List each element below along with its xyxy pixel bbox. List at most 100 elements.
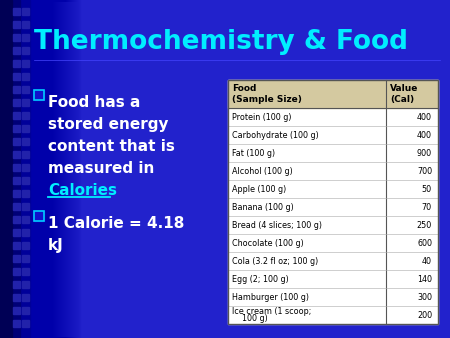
Bar xyxy=(0,0,4,338)
Bar xyxy=(0,0,32,338)
Bar xyxy=(0,0,20,338)
Bar xyxy=(22,229,29,236)
Text: 400: 400 xyxy=(417,113,432,121)
Bar xyxy=(0,0,72,338)
Text: 40: 40 xyxy=(422,257,432,266)
Bar xyxy=(0,0,24,338)
Bar xyxy=(22,320,29,327)
Bar xyxy=(0,0,62,338)
Bar xyxy=(22,8,29,15)
Bar xyxy=(0,0,47,338)
Bar xyxy=(13,99,20,106)
Text: 400: 400 xyxy=(417,130,432,140)
Text: Ice cream (1 scoop;: Ice cream (1 scoop; xyxy=(232,307,311,316)
Bar xyxy=(0,0,42,338)
Bar xyxy=(22,268,29,275)
Bar xyxy=(0,0,45,338)
Bar xyxy=(0,0,8,338)
Bar xyxy=(0,0,61,338)
Bar xyxy=(0,0,10,338)
Bar xyxy=(22,307,29,314)
Bar xyxy=(22,242,29,249)
Bar xyxy=(0,0,18,338)
Bar xyxy=(0,0,40,338)
Bar xyxy=(34,90,44,100)
Bar xyxy=(0,0,71,338)
Bar xyxy=(22,21,29,28)
Bar xyxy=(13,34,20,41)
Bar xyxy=(13,86,20,93)
Bar xyxy=(13,203,20,210)
Bar xyxy=(22,60,29,67)
Text: 300: 300 xyxy=(417,292,432,301)
Bar xyxy=(22,73,29,80)
Text: Banana (100 g): Banana (100 g) xyxy=(232,202,294,212)
Bar xyxy=(0,0,29,338)
Bar xyxy=(0,0,38,338)
Bar xyxy=(0,0,68,338)
Bar xyxy=(22,255,29,262)
Bar xyxy=(13,320,20,327)
Bar xyxy=(0,0,46,338)
Text: measured in: measured in xyxy=(48,161,154,176)
Bar xyxy=(22,151,29,158)
Bar xyxy=(22,294,29,301)
Bar xyxy=(22,190,29,197)
Bar xyxy=(0,0,69,338)
Bar xyxy=(0,0,3,338)
Bar xyxy=(0,0,52,338)
Bar xyxy=(0,0,14,338)
Bar xyxy=(0,0,55,338)
Bar xyxy=(0,0,26,338)
Bar xyxy=(0,0,15,338)
Bar xyxy=(0,0,16,338)
Bar xyxy=(0,0,73,338)
Bar xyxy=(22,86,29,93)
Text: Apple (100 g): Apple (100 g) xyxy=(232,185,286,193)
Bar xyxy=(0,0,35,338)
Bar xyxy=(0,0,27,338)
Bar xyxy=(0,0,48,338)
Bar xyxy=(13,268,20,275)
Bar xyxy=(0,0,30,338)
Bar xyxy=(13,164,20,171)
Bar xyxy=(13,190,20,197)
Bar xyxy=(13,21,20,28)
Bar xyxy=(13,281,20,288)
Bar xyxy=(22,177,29,184)
Bar xyxy=(0,0,43,338)
Text: Hamburger (100 g): Hamburger (100 g) xyxy=(232,292,309,301)
Bar xyxy=(0,0,12,338)
Bar xyxy=(34,90,44,100)
Bar xyxy=(13,73,20,80)
Bar xyxy=(22,34,29,41)
Bar xyxy=(13,125,20,132)
Bar xyxy=(0,0,79,338)
Bar xyxy=(0,0,20,338)
Bar xyxy=(0,0,13,338)
Bar xyxy=(228,80,438,324)
Bar xyxy=(0,0,17,338)
Text: Food has a: Food has a xyxy=(48,95,140,110)
Bar xyxy=(0,0,70,338)
Text: 700: 700 xyxy=(417,167,432,175)
Bar xyxy=(0,0,12,338)
Text: 600: 600 xyxy=(417,239,432,247)
Bar xyxy=(0,0,6,338)
Text: 50: 50 xyxy=(422,185,432,193)
Text: stored energy: stored energy xyxy=(48,117,168,132)
Bar xyxy=(0,0,11,338)
Text: 1 Calorie = 4.18: 1 Calorie = 4.18 xyxy=(48,216,184,231)
Bar xyxy=(13,229,20,236)
Bar xyxy=(0,0,67,338)
Text: Calories: Calories xyxy=(48,183,117,198)
Bar xyxy=(0,0,5,338)
Bar xyxy=(0,0,60,338)
Bar xyxy=(0,0,74,338)
Text: Chocolate (100 g): Chocolate (100 g) xyxy=(232,239,304,247)
Bar xyxy=(0,0,2,338)
Bar xyxy=(0,0,49,338)
Bar xyxy=(22,125,29,132)
Bar xyxy=(0,0,34,338)
Bar xyxy=(0,0,58,338)
